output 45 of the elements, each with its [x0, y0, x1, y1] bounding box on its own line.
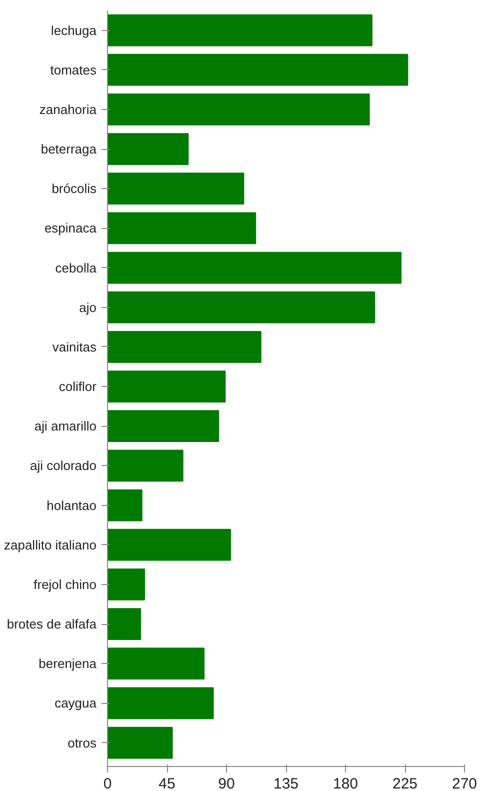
- y-tick-label: ajo: [79, 300, 97, 315]
- bar: [108, 331, 262, 363]
- y-tick-label: tomates: [50, 62, 97, 78]
- x-tick-label: 180: [332, 776, 358, 791]
- x-tick-label: 90: [218, 776, 235, 791]
- bar: [108, 687, 214, 720]
- bar: [108, 14, 372, 46]
- y-tick-label: holantao: [46, 498, 97, 513]
- bar: [108, 172, 244, 205]
- bar: [108, 54, 408, 86]
- bar: [108, 410, 220, 442]
- bar: [108, 212, 256, 244]
- bar: [108, 291, 376, 324]
- y-tick-label: brotes de alfafa: [6, 616, 98, 632]
- y-tick-label: zapallito italiano: [4, 537, 97, 552]
- y-tick-label: aji amarillo: [34, 418, 97, 434]
- y-tick-label: espinaca: [44, 220, 98, 236]
- x-tick-label: 225: [392, 776, 418, 791]
- x-tick-label: 0: [103, 776, 112, 791]
- y-tick-label: beterraga: [40, 142, 98, 157]
- bar: [108, 252, 402, 284]
- bar: [108, 608, 142, 640]
- bar: [108, 726, 173, 759]
- y-tick-label: coliflor: [58, 379, 98, 394]
- y-tick-label: zanahoria: [39, 102, 98, 117]
- bar: [108, 568, 146, 600]
- y-tick-label: vainitas: [52, 339, 97, 354]
- y-tick-label: caygua: [54, 696, 98, 711]
- bar: [108, 489, 142, 522]
- y-tick-label: otros: [68, 735, 97, 750]
- bar: [108, 133, 189, 165]
- y-tick-label: berenjena: [38, 656, 98, 672]
- x-tick-label: 45: [158, 776, 176, 791]
- bar: [108, 450, 184, 482]
- y-tick-label: brócolis: [52, 181, 97, 196]
- x-tick-label: 135: [273, 776, 299, 791]
- y-tick-label: lechuga: [50, 22, 98, 38]
- bar: [108, 528, 231, 561]
- x-tick-label: 270: [452, 776, 478, 791]
- y-tick-label: frejol chino: [34, 576, 97, 592]
- y-tick-label: cebolla: [55, 260, 98, 276]
- y-tick-label: aji colorado: [30, 458, 97, 474]
- bar: [108, 370, 226, 402]
- bar: [108, 94, 370, 126]
- bar: [108, 648, 205, 680]
